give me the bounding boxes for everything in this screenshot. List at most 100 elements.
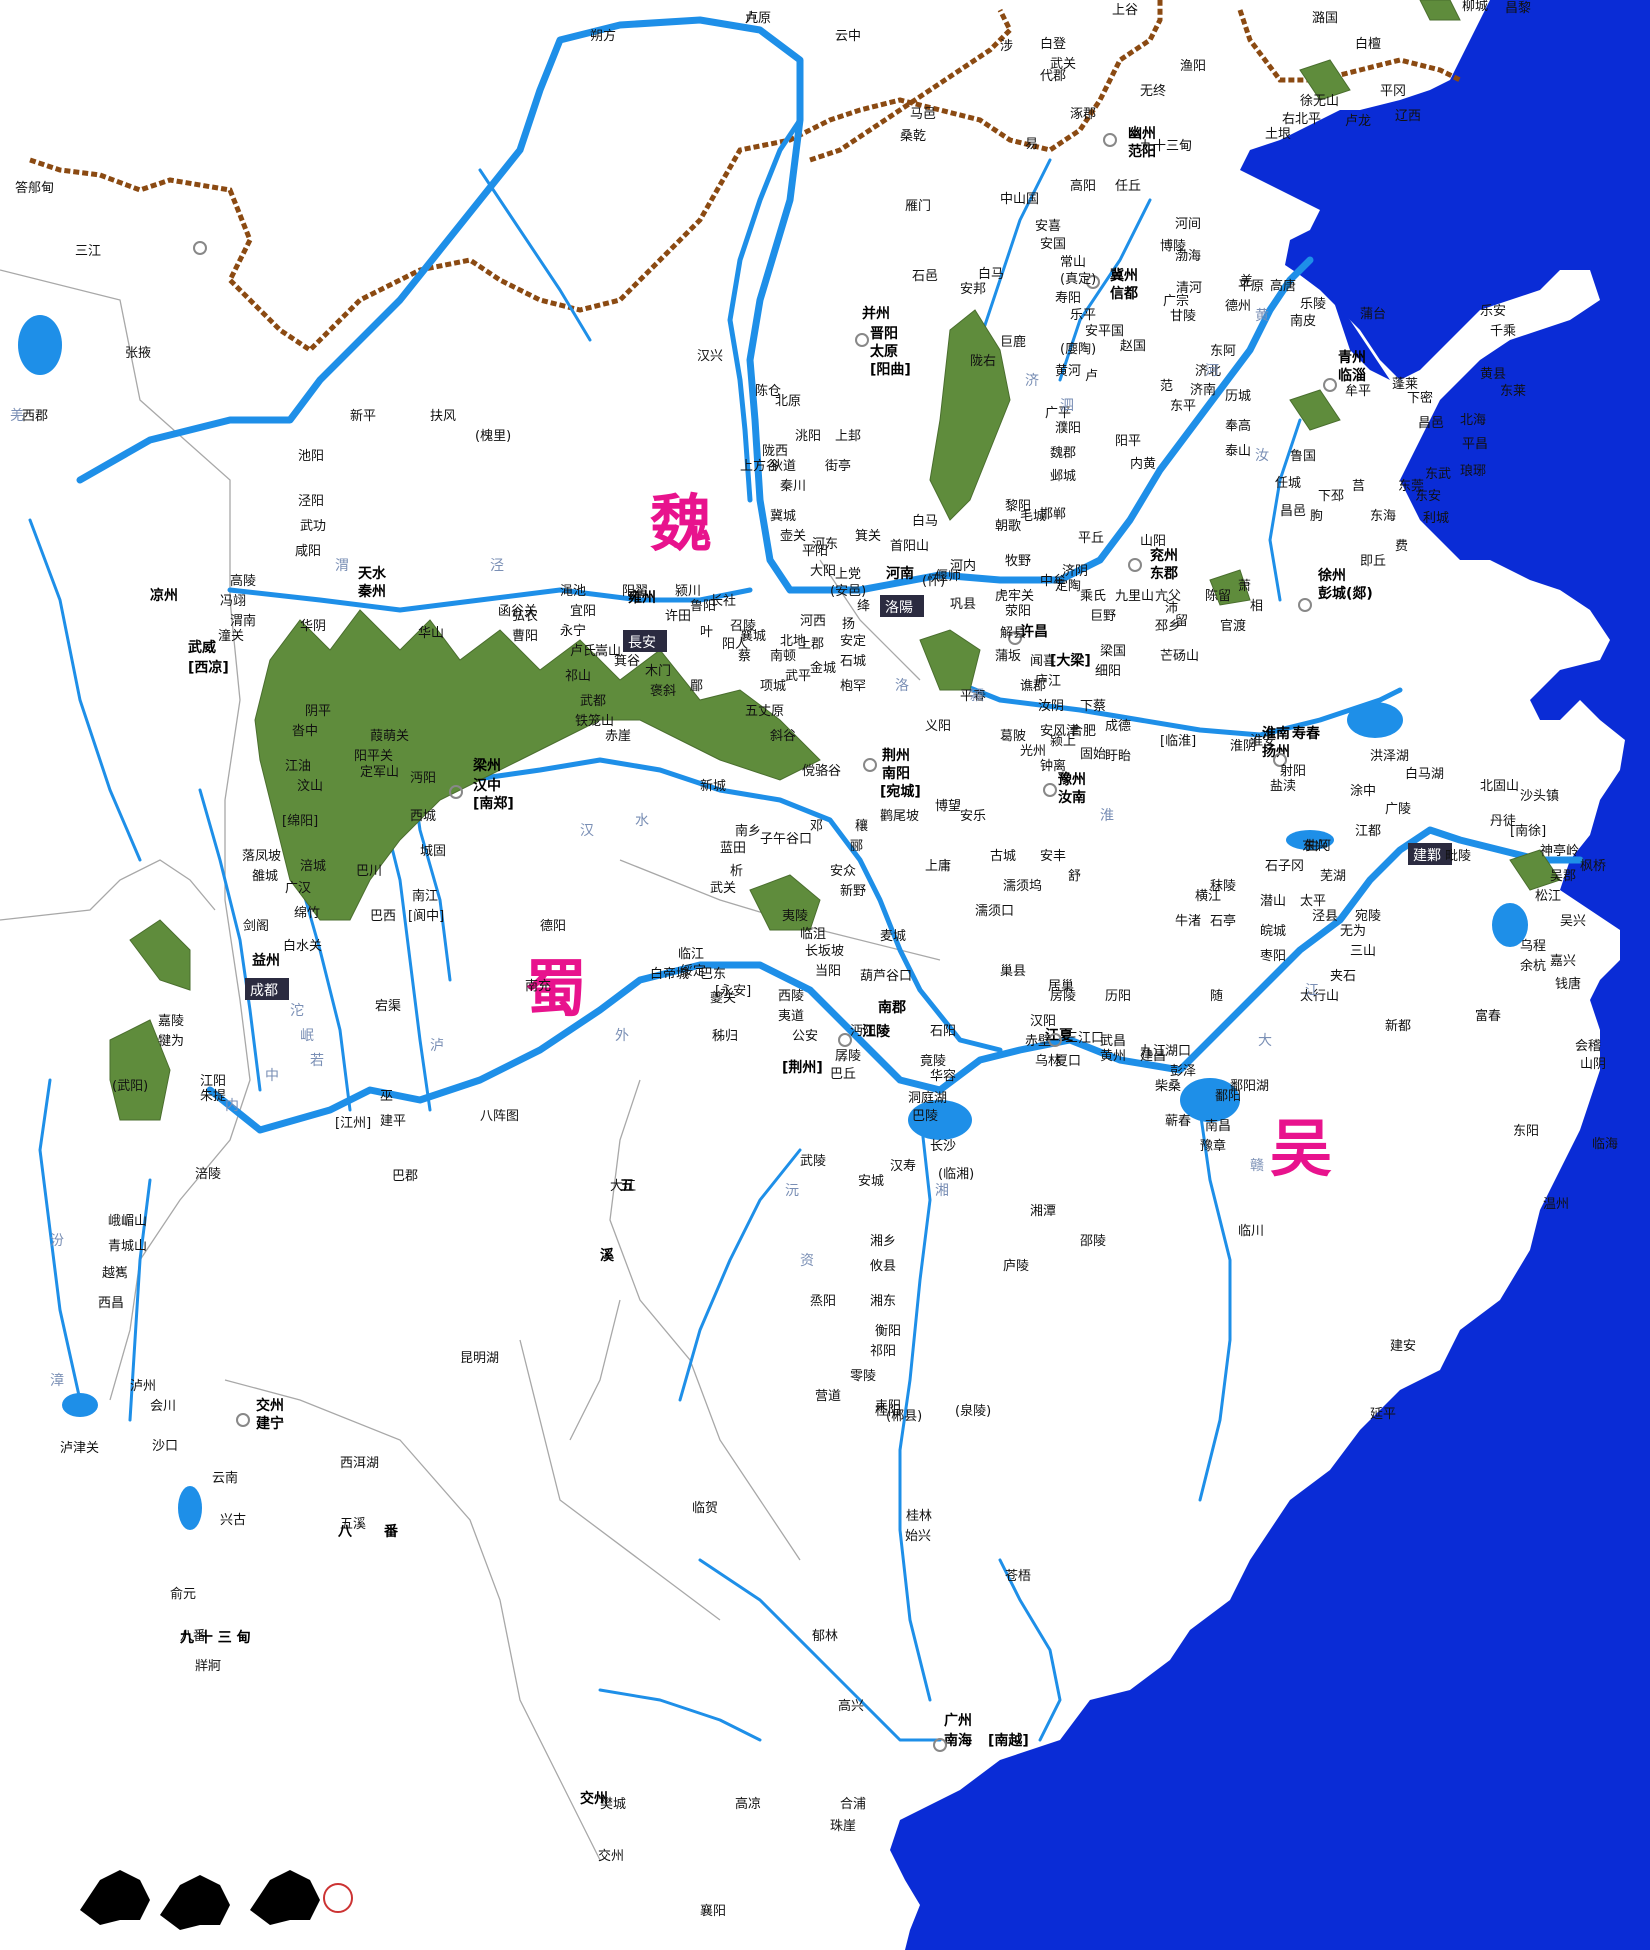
place-label[interactable]: 松江 bbox=[1535, 889, 1561, 904]
place-label[interactable]: 上党 bbox=[835, 567, 861, 582]
province-seat-label[interactable]: 豫州 bbox=[1058, 771, 1086, 788]
place-label[interactable]: 山阴 bbox=[1580, 1057, 1606, 1072]
place-label[interactable]: 上邽 bbox=[835, 429, 861, 444]
place-label[interactable]: 徐无山 bbox=[1300, 94, 1339, 109]
place-label[interactable]: 铁笼山 bbox=[575, 713, 614, 729]
place-label[interactable]: 相 bbox=[1250, 599, 1263, 614]
place-label[interactable]: 白马湖 bbox=[1405, 766, 1444, 782]
place-label[interactable]: 上庸 bbox=[925, 858, 951, 874]
place-label[interactable]: 九江 bbox=[1140, 1044, 1166, 1059]
place-label[interactable]: 白檀 bbox=[1355, 36, 1381, 52]
place-label[interactable]: 莒 bbox=[1352, 479, 1365, 494]
place-label[interactable]: 邵陵 bbox=[1080, 1234, 1106, 1249]
place-label[interactable]: 射阳 bbox=[1280, 763, 1306, 779]
place-label[interactable]: 居巢 bbox=[1048, 979, 1074, 994]
place-label[interactable]: 赵国 bbox=[1120, 339, 1146, 354]
place-label[interactable]: 太行山 bbox=[1300, 989, 1339, 1004]
place-label[interactable]: 卢 bbox=[745, 10, 758, 26]
place-label[interactable]: 钟离 bbox=[1040, 758, 1066, 774]
place-label[interactable]: 新平 bbox=[350, 408, 376, 424]
place-label[interactable]: 东莞 bbox=[1398, 479, 1424, 494]
place-label[interactable]: 偃师 bbox=[935, 569, 961, 584]
place-label[interactable]: 西昌 bbox=[98, 1296, 124, 1311]
province-seat-label[interactable]: 青州 bbox=[1338, 349, 1366, 366]
place-label[interactable]: 黄河 bbox=[1055, 364, 1081, 379]
place-label[interactable]: 上谷 bbox=[1112, 3, 1138, 18]
place-label[interactable]: 定军山 bbox=[360, 765, 399, 780]
place-label[interactable]: 武关 bbox=[1050, 57, 1076, 72]
place-label[interactable]: 石城 bbox=[840, 654, 866, 669]
place-label[interactable]: 西陵 bbox=[778, 989, 804, 1004]
place-label[interactable]: 越嶲 bbox=[102, 1266, 128, 1281]
province-seat-label[interactable]: 南海 bbox=[944, 1732, 972, 1749]
place-label[interactable]: 召陵 bbox=[730, 619, 756, 634]
province-seat-label[interactable]: 兖州 bbox=[1150, 547, 1178, 564]
place-label[interactable]: 白帝城 bbox=[650, 966, 689, 982]
place-label[interactable]: 孱陵 bbox=[835, 1049, 861, 1064]
place-label[interactable]: 竟陵 bbox=[920, 1054, 946, 1069]
place-label[interactable]: 庐陵 bbox=[1003, 1259, 1029, 1274]
place-label[interactable]: 石阳 bbox=[930, 1024, 956, 1039]
place-label[interactable]: 泾阳 bbox=[298, 494, 324, 509]
place-label[interactable]: 武功 bbox=[300, 519, 326, 534]
place-label[interactable]: 朐 bbox=[1310, 509, 1323, 524]
place-label[interactable]: 安风津 bbox=[1040, 724, 1079, 739]
place-label[interactable]: 任丘 bbox=[1115, 179, 1141, 194]
place-label[interactable]: 子午谷口 bbox=[760, 832, 812, 847]
place-label[interactable]: 安定 bbox=[840, 634, 866, 649]
place-label[interactable]: 乌程 bbox=[1520, 938, 1546, 954]
province-seat-label[interactable]: 寿春 bbox=[1292, 725, 1321, 742]
province-seat-label[interactable]: 太原 bbox=[870, 343, 898, 360]
province-seat-label[interactable]: 范阳 bbox=[1128, 143, 1156, 160]
place-label[interactable]: 沔阳 bbox=[410, 771, 436, 786]
place-label[interactable]: 新城 bbox=[700, 778, 726, 794]
place-label[interactable]: 高阳 bbox=[1070, 178, 1096, 194]
place-label[interactable]: 阳人 bbox=[722, 637, 748, 652]
place-label[interactable]: 皖城 bbox=[1260, 924, 1286, 939]
place-label[interactable]: (怀) bbox=[922, 574, 945, 589]
place-label[interactable]: 巴西 bbox=[370, 909, 396, 924]
place-label[interactable]: 西洱湖 bbox=[340, 1456, 379, 1471]
place-label[interactable]: 枫桥 bbox=[1580, 859, 1606, 874]
place-label[interactable]: 木门 bbox=[645, 664, 671, 679]
place-label[interactable]: 项城 bbox=[760, 679, 786, 694]
place-label[interactable]: 狄道 bbox=[770, 459, 796, 474]
place-label[interactable]: 古城 bbox=[990, 849, 1016, 864]
place-label[interactable]: 祁山 bbox=[565, 669, 591, 684]
place-label[interactable]: 白马 bbox=[912, 513, 938, 529]
place-label[interactable]: 耒阳 bbox=[875, 1399, 901, 1414]
place-label[interactable]: 琅琊 bbox=[1460, 464, 1486, 479]
place-label[interactable]: 乘氏 bbox=[1080, 589, 1106, 604]
place-label[interactable]: 始兴 bbox=[905, 1529, 931, 1544]
place-label[interactable]: 定陶 bbox=[1055, 578, 1081, 594]
place-label[interactable]: 黄州 bbox=[1100, 1049, 1126, 1064]
place-label[interactable]: 潜山 bbox=[1260, 894, 1286, 909]
province-seat-label[interactable]: 东郡 bbox=[1150, 565, 1178, 582]
place-label[interactable]: 池阳 bbox=[298, 449, 324, 464]
place-label[interactable]: 梁国 bbox=[1100, 644, 1126, 659]
place-label[interactable]: 平阳 bbox=[802, 544, 828, 559]
place-label[interactable]: 牂牁 bbox=[195, 1659, 221, 1674]
place-label[interactable]: 南昌 bbox=[1205, 1118, 1231, 1134]
place-label[interactable]: 九十三甸 bbox=[1140, 139, 1192, 154]
place-label[interactable]: 桑乾 bbox=[900, 129, 926, 144]
place-label[interactable]: 湖口 bbox=[1165, 1044, 1191, 1059]
place-label[interactable]: 湘东 bbox=[870, 1294, 896, 1309]
place-label[interactable]: 陈留 bbox=[1205, 588, 1231, 604]
place-label[interactable]: 平冈 bbox=[1380, 84, 1406, 99]
place-label[interactable]: 赤崖 bbox=[605, 729, 631, 744]
place-label[interactable]: 济南 bbox=[1190, 382, 1216, 398]
place-label[interactable]: (武阳) bbox=[112, 1079, 148, 1094]
place-label[interactable]: 枹罕 bbox=[840, 679, 866, 694]
place-label[interactable]: 褒斜 bbox=[650, 684, 676, 699]
place-label[interactable]: 谯郡 bbox=[1020, 679, 1046, 694]
place-label[interactable]: 陇右 bbox=[970, 354, 996, 369]
place-label[interactable]: 昆明湖 bbox=[460, 1351, 499, 1366]
place-label[interactable]: 新野 bbox=[840, 883, 866, 899]
place-label[interactable]: 钱唐 bbox=[1555, 976, 1581, 992]
place-label[interactable]: 北海 bbox=[1460, 413, 1486, 428]
place-label[interactable]: 湘潭 bbox=[1030, 1204, 1056, 1219]
place-label[interactable]: 易 bbox=[1025, 137, 1038, 152]
place-label[interactable]: 南顿 bbox=[770, 648, 796, 664]
place-label[interactable]: 巴川 bbox=[356, 864, 382, 879]
